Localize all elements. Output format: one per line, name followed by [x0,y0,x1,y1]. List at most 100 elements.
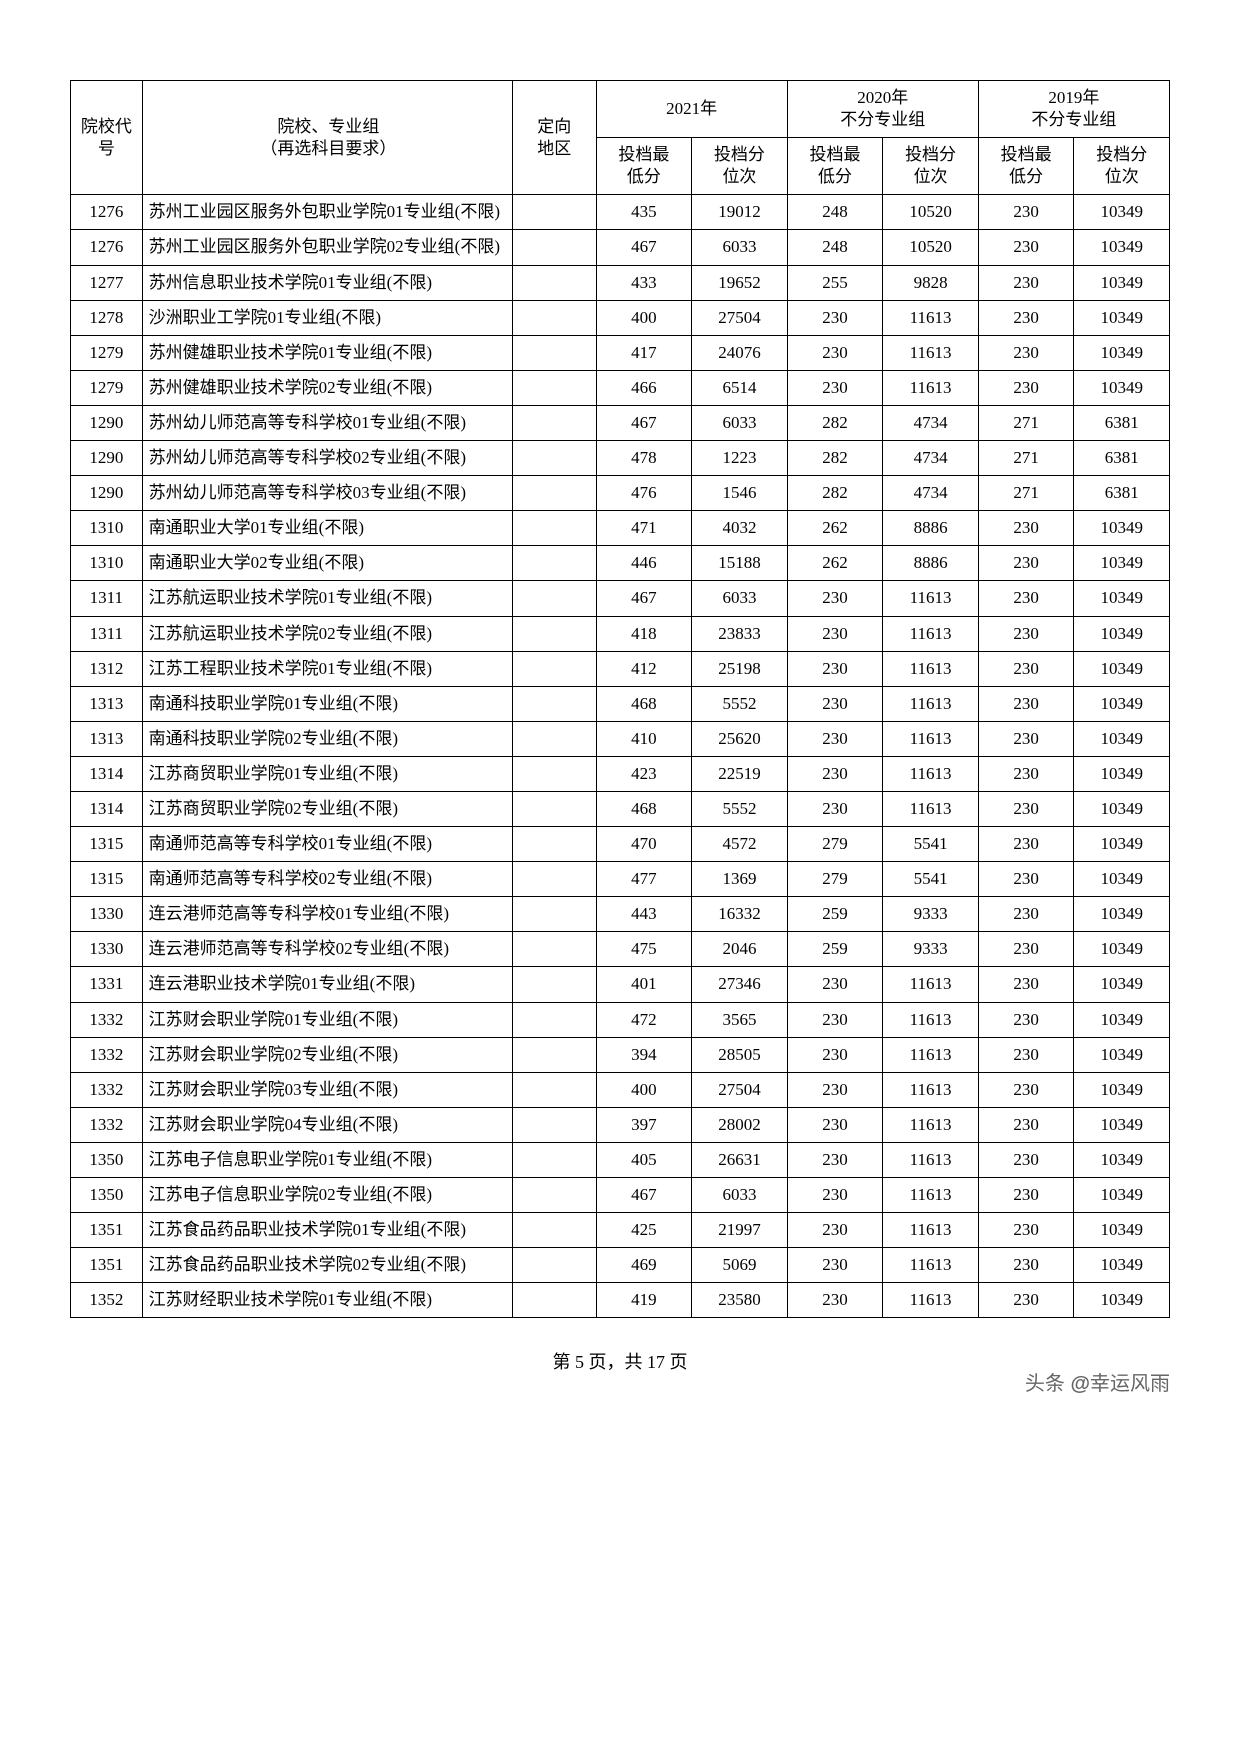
cell-name: 苏州信息职业技术学院01专业组(不限) [142,265,512,300]
cell-area [512,1178,596,1213]
cell-r19: 6381 [1074,476,1170,511]
cell-s20: 230 [787,1002,883,1037]
cell-s20: 230 [787,300,883,335]
header-2021-score: 投档最低分 [596,138,692,195]
cell-r19: 10349 [1074,546,1170,581]
cell-area [512,686,596,721]
cell-name: 江苏食品药品职业技术学院02专业组(不限) [142,1248,512,1283]
cell-s20: 230 [787,1248,883,1283]
table-row: 1314江苏商贸职业学院02专业组(不限)4685552230116132301… [71,791,1170,826]
cell-name: 南通职业大学02专业组(不限) [142,546,512,581]
cell-s19: 230 [978,1213,1074,1248]
cell-r20: 5541 [883,862,979,897]
cell-s20: 255 [787,265,883,300]
cell-r19: 10349 [1074,370,1170,405]
cell-area [512,721,596,756]
cell-s21: 467 [596,405,692,440]
cell-s19: 230 [978,827,1074,862]
cell-r19: 10349 [1074,335,1170,370]
table-row: 1278沙洲职业工学院01专业组(不限)40027504230116132301… [71,300,1170,335]
cell-r19: 10349 [1074,1283,1170,1318]
cell-s20: 282 [787,405,883,440]
cell-r21: 6033 [692,581,788,616]
cell-s19: 230 [978,756,1074,791]
cell-name: 江苏财经职业技术学院01专业组(不限) [142,1283,512,1318]
cell-s20: 230 [787,1213,883,1248]
cell-area [512,476,596,511]
cell-s19: 230 [978,546,1074,581]
cell-name: 连云港职业技术学院01专业组(不限) [142,967,512,1002]
cell-area [512,441,596,476]
cell-s20: 230 [787,1178,883,1213]
header-2020-rank: 投档分位次 [883,138,979,195]
cell-name: 江苏航运职业技术学院01专业组(不限) [142,581,512,616]
cell-name: 南通师范高等专科学校02专业组(不限) [142,862,512,897]
cell-code: 1276 [71,195,143,230]
cell-area [512,195,596,230]
cell-code: 1313 [71,686,143,721]
cell-r19: 10349 [1074,932,1170,967]
cell-r20: 11613 [883,967,979,1002]
cell-code: 1278 [71,300,143,335]
cell-code: 1277 [71,265,143,300]
cell-r20: 8886 [883,511,979,546]
cell-r19: 10349 [1074,581,1170,616]
cell-r19: 6381 [1074,441,1170,476]
cell-s21: 446 [596,546,692,581]
table-row: 1332江苏财会职业学院03专业组(不限)4002750423011613230… [71,1072,1170,1107]
header-2021-rank: 投档分位次 [692,138,788,195]
cell-r20: 11613 [883,1248,979,1283]
cell-code: 1350 [71,1142,143,1177]
cell-s21: 410 [596,721,692,756]
cell-r21: 4572 [692,827,788,862]
cell-name: 江苏财会职业学院03专业组(不限) [142,1072,512,1107]
cell-r21: 16332 [692,897,788,932]
cell-code: 1332 [71,1037,143,1072]
cell-r21: 27346 [692,967,788,1002]
cell-r19: 10349 [1074,265,1170,300]
cell-s19: 230 [978,230,1074,265]
cell-s19: 230 [978,932,1074,967]
cell-r21: 28002 [692,1107,788,1142]
cell-r20: 11613 [883,1072,979,1107]
cell-s20: 230 [787,1037,883,1072]
cell-code: 1332 [71,1072,143,1107]
cell-r19: 10349 [1074,230,1170,265]
cell-code: 1279 [71,335,143,370]
cell-s19: 230 [978,616,1074,651]
cell-name: 南通师范高等专科学校01专业组(不限) [142,827,512,862]
table-row: 1351江苏食品药品职业技术学院01专业组(不限)425219972301161… [71,1213,1170,1248]
cell-code: 1314 [71,756,143,791]
cell-name: 江苏电子信息职业学院01专业组(不限) [142,1142,512,1177]
cell-s19: 230 [978,1002,1074,1037]
cell-s21: 468 [596,686,692,721]
cell-s19: 230 [978,721,1074,756]
cell-r21: 19652 [692,265,788,300]
cell-code: 1330 [71,932,143,967]
cell-r20: 11613 [883,756,979,791]
header-2019: 2019年不分专业组 [978,81,1169,138]
cell-s20: 282 [787,441,883,476]
cell-s19: 271 [978,441,1074,476]
cell-r19: 6381 [1074,405,1170,440]
cell-s21: 475 [596,932,692,967]
cell-name: 苏州幼儿师范高等专科学校03专业组(不限) [142,476,512,511]
cell-s19: 230 [978,651,1074,686]
cell-s21: 467 [596,1178,692,1213]
cell-s20: 282 [787,476,883,511]
cell-area [512,651,596,686]
cell-r20: 9333 [883,897,979,932]
cell-r20: 11613 [883,651,979,686]
cell-name: 苏州健雄职业技术学院01专业组(不限) [142,335,512,370]
cell-s19: 271 [978,476,1074,511]
cell-s19: 230 [978,511,1074,546]
cell-r19: 10349 [1074,300,1170,335]
cell-r20: 11613 [883,1283,979,1318]
cell-s21: 471 [596,511,692,546]
cell-r19: 10349 [1074,1248,1170,1283]
cell-s19: 230 [978,335,1074,370]
cell-name: 苏州工业园区服务外包职业学院01专业组(不限) [142,195,512,230]
header-2021: 2021年 [596,81,787,138]
cell-r20: 8886 [883,546,979,581]
cell-code: 1352 [71,1283,143,1318]
